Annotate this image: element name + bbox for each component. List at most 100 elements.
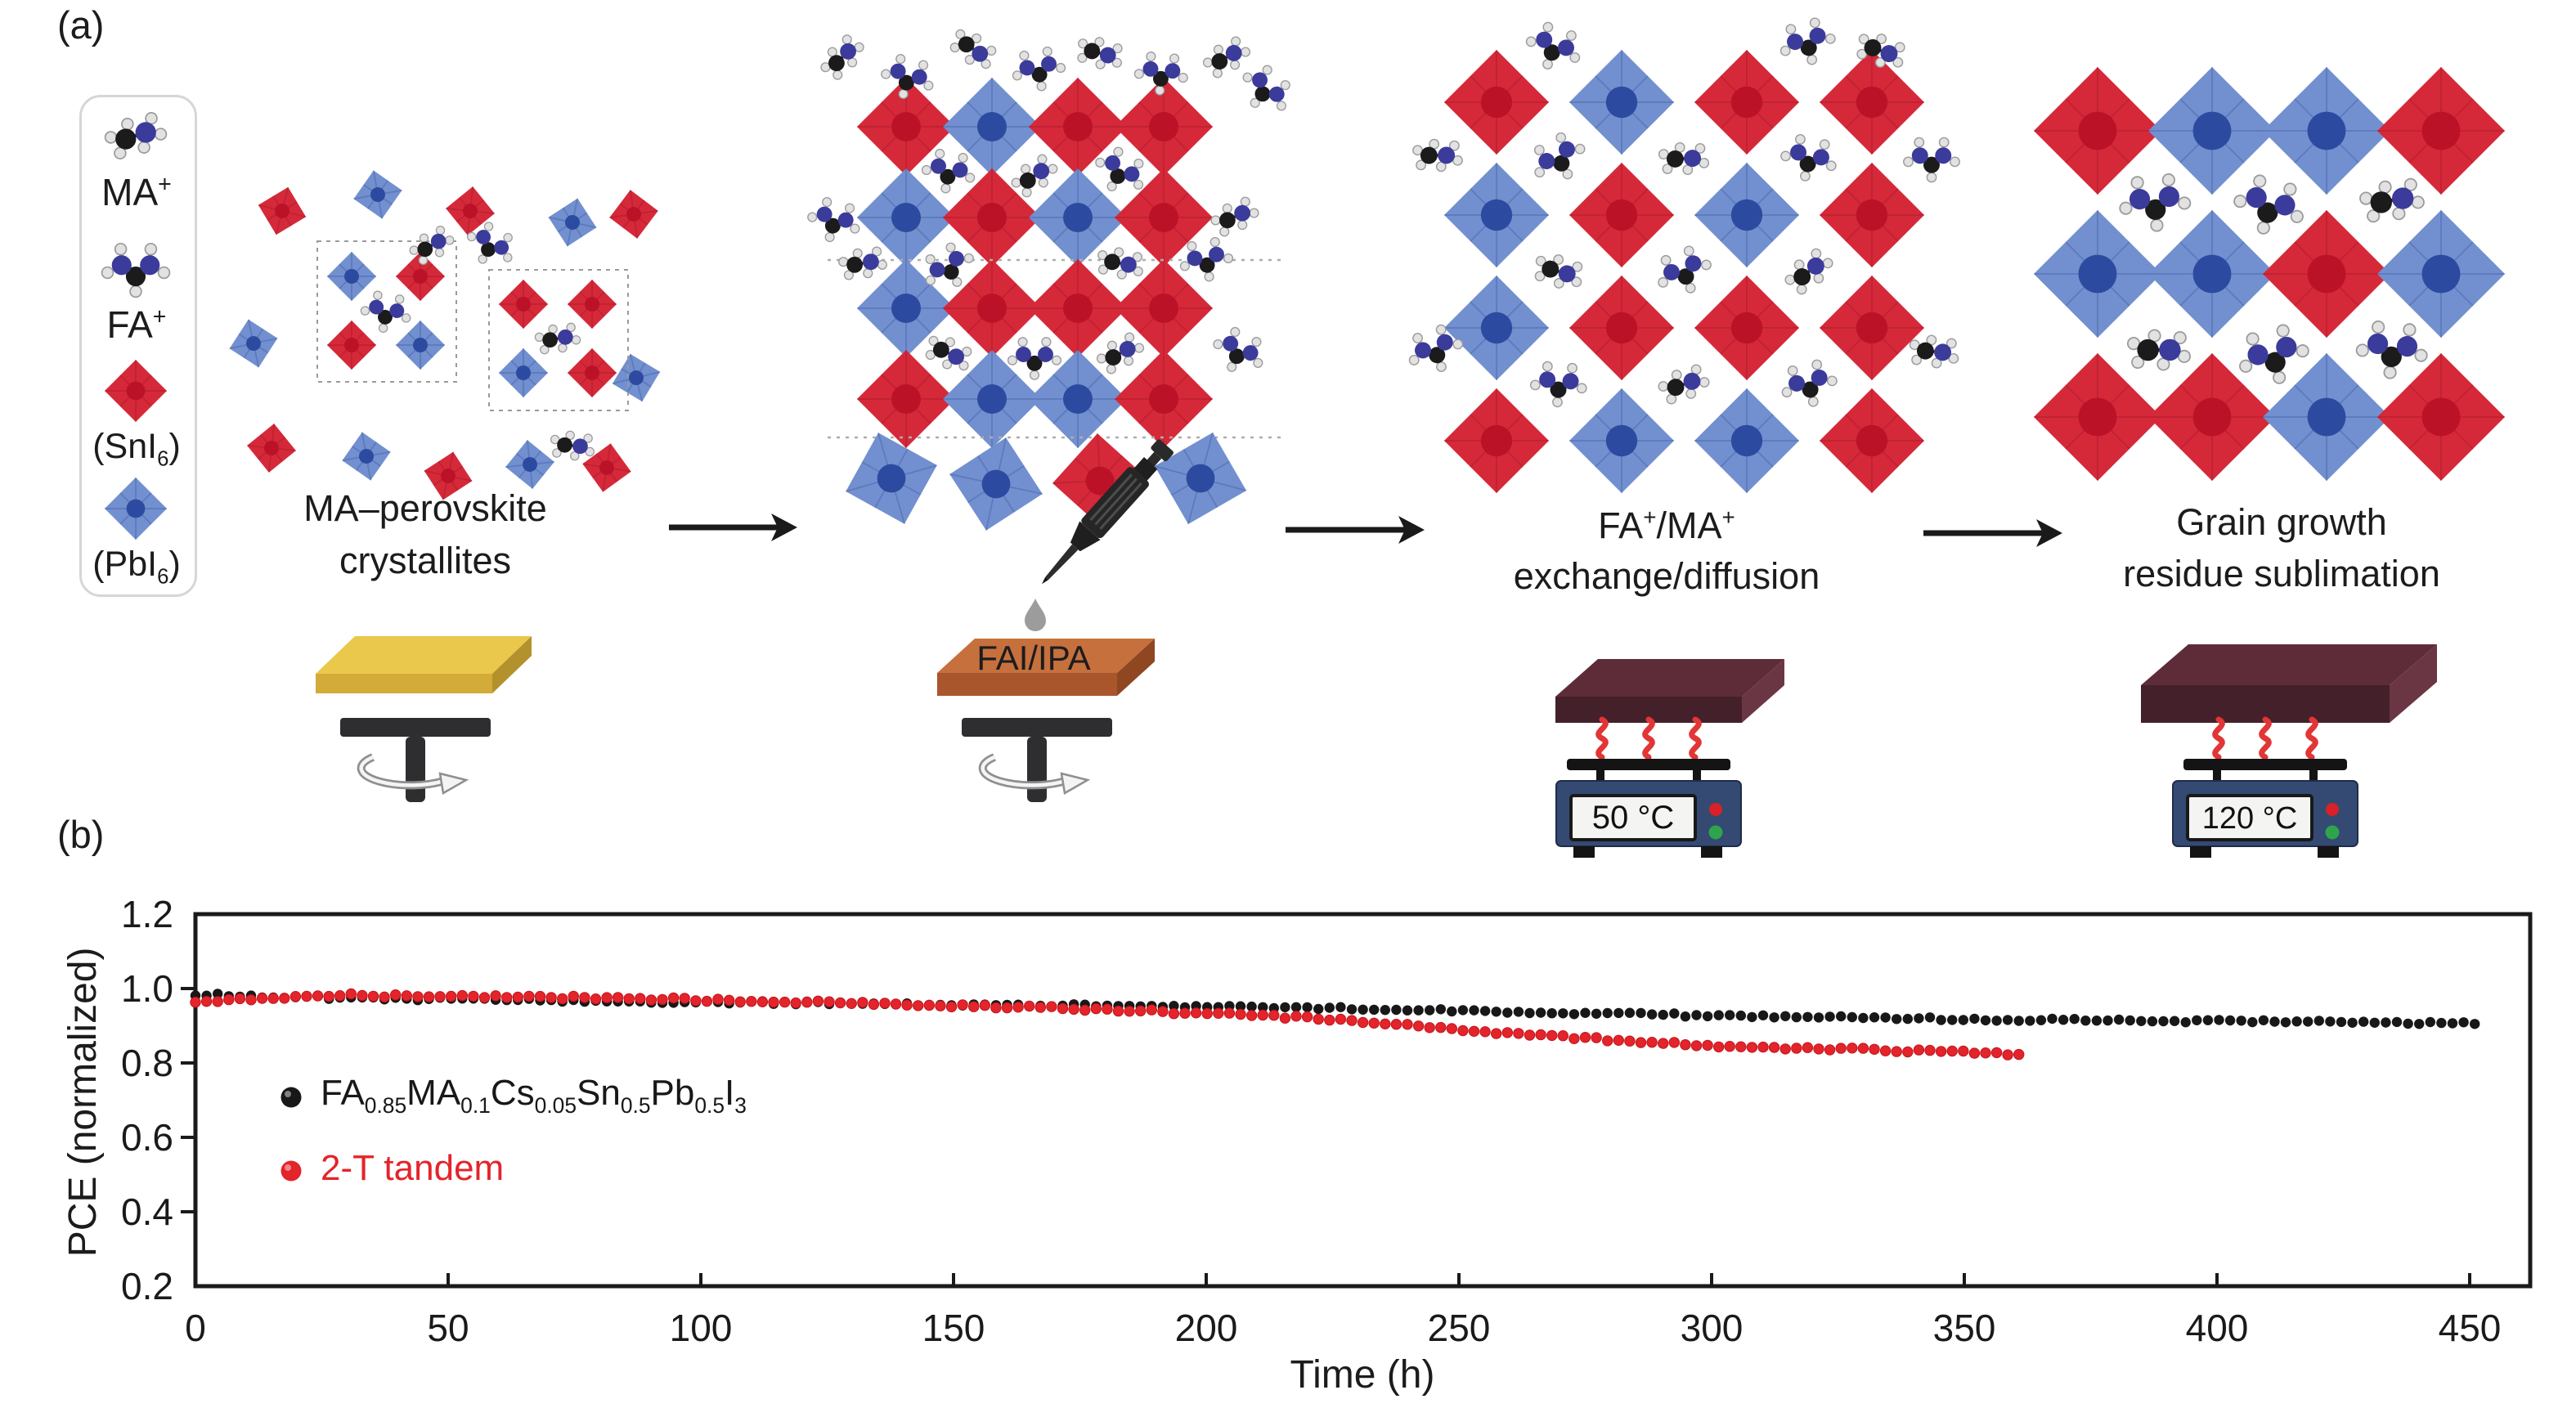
sni6-octahedron	[2034, 67, 2161, 195]
formula-element: FA	[321, 1073, 365, 1113]
hotplate-temp-120c: 120 °C	[2201, 801, 2298, 836]
sni6-octahedron	[446, 186, 495, 235]
formula-subscript: 3	[734, 1092, 747, 1118]
panel-a-label: (a)	[57, 3, 105, 47]
stage1-label-line2: crystallites	[339, 540, 512, 581]
formula-element: Cs	[490, 1073, 535, 1113]
fa-molecule	[2355, 320, 2428, 379]
ma-molecule	[1658, 364, 1710, 405]
sni6-octahedron	[943, 168, 1041, 267]
sni6-octahedron	[582, 443, 631, 492]
ma-molecule	[2359, 177, 2425, 223]
crystallite-outline-box	[488, 269, 629, 411]
stage3-label-line2: exchange/diffusion	[1513, 555, 1820, 597]
formula-subscript: 0.85	[364, 1092, 407, 1118]
fa-molecule	[466, 222, 513, 264]
hotplate-120c	[2172, 716, 2358, 858]
sni6-octahedron	[1694, 50, 1799, 155]
ma-molecule	[1658, 141, 1710, 176]
pbi6-octahedron	[229, 319, 278, 368]
pbi6-octahedron	[1694, 163, 1799, 267]
y-axis-label: PCE (normalized)	[61, 947, 105, 1258]
fa-molecule	[1213, 326, 1263, 372]
rotation-arrow-icon	[438, 772, 469, 795]
ma-molecule	[1534, 254, 1583, 289]
stage-3-exchange-lattice	[1408, 17, 1960, 493]
sni6-octahedron	[1115, 259, 1213, 357]
y-tick-label: 1.0	[121, 967, 173, 1010]
sni6-octahedron	[1029, 78, 1127, 176]
heat-wave-icon	[2259, 716, 2272, 760]
x-tick-label: 250	[1428, 1307, 1491, 1349]
fa-molecule	[1133, 51, 1188, 96]
fa-molecule	[925, 242, 974, 288]
droplet-icon	[1025, 599, 1046, 631]
sni6-octahedron	[609, 190, 658, 239]
ma-molecule	[1856, 34, 1905, 68]
fa-molecule	[1095, 146, 1144, 192]
sni6-octahedron	[1569, 276, 1674, 380]
ma-molecule	[949, 29, 997, 70]
legend-label-sni6: (SnI6)	[92, 427, 181, 471]
ma-molecule	[2126, 329, 2192, 371]
sni6-octahedron	[1569, 163, 1674, 267]
stage-1-crystallites	[229, 170, 661, 500]
fa-molecule	[1012, 46, 1066, 92]
sni6-octahedron	[1029, 259, 1127, 357]
pbi6-octahedron	[505, 440, 554, 489]
rotation-arrow-icon	[1060, 772, 1091, 795]
sni6-octahedron	[1820, 163, 1924, 267]
sni6-octahedron	[943, 259, 1041, 357]
panel-b-label: (b)	[57, 813, 105, 856]
sni6-octahedron	[1115, 78, 1213, 176]
ma-molecule	[1784, 248, 1833, 295]
y-tick-label: 0.2	[121, 1265, 173, 1307]
pbi6-octahedron	[845, 432, 938, 525]
chart-legend-markers	[280, 1087, 302, 1182]
fai-ipa-label: FAI/IPA	[976, 639, 1091, 677]
pbi6-octahedron	[1444, 276, 1549, 380]
pbi6-octahedron	[342, 432, 391, 481]
fa-molecule	[807, 197, 860, 243]
pbi6-octahedron	[1569, 50, 1674, 155]
fa-molecule	[1242, 65, 1290, 111]
pbi6-octahedron	[1444, 163, 1549, 267]
fa-molecule	[1779, 17, 1836, 65]
pbi6-octahedron	[1029, 350, 1127, 448]
fa-molecule	[2119, 173, 2192, 232]
sni6-octahedron	[857, 350, 955, 448]
heat-wave-icon	[2212, 716, 2225, 760]
fa-molecule	[921, 148, 976, 194]
power-led-red	[1709, 803, 1722, 816]
fa-molecule	[2233, 174, 2304, 235]
fa-molecule	[1780, 133, 1837, 182]
pbi6-octahedron	[612, 353, 661, 402]
perovskite-film-slab	[1555, 659, 1784, 723]
spin-coater	[962, 718, 1112, 802]
pbi6-octahedron	[857, 259, 955, 357]
formula-subscript: 0.5	[620, 1092, 651, 1118]
fa-molecule	[881, 54, 934, 100]
x-tick-label: 100	[670, 1307, 733, 1349]
formula-element: I	[725, 1073, 735, 1113]
fa-molecule	[360, 290, 411, 333]
yellow-substrate-slab	[316, 636, 532, 693]
sni6-octahedron	[499, 280, 548, 329]
pbi6-octahedron	[499, 348, 548, 397]
y-tick-label: 0.8	[121, 1042, 173, 1084]
formula-element: MA	[406, 1073, 461, 1113]
series-black-dots	[190, 989, 2480, 1029]
legend-label-pbi6: (PbI6)	[92, 545, 181, 589]
pbi6-octahedron	[548, 198, 597, 247]
fa-molecule	[1525, 21, 1581, 70]
pbi6-octahedron	[2263, 67, 2390, 195]
pbi6-octahedron	[2148, 67, 2276, 195]
sni6-octahedron	[2377, 67, 2505, 195]
ma-molecule	[925, 335, 972, 371]
sni6-octahedron	[857, 78, 955, 176]
formula-subscript: 0.05	[534, 1092, 577, 1118]
fa-molecule	[1408, 324, 1464, 372]
x-tick-label: 50	[427, 1307, 469, 1349]
